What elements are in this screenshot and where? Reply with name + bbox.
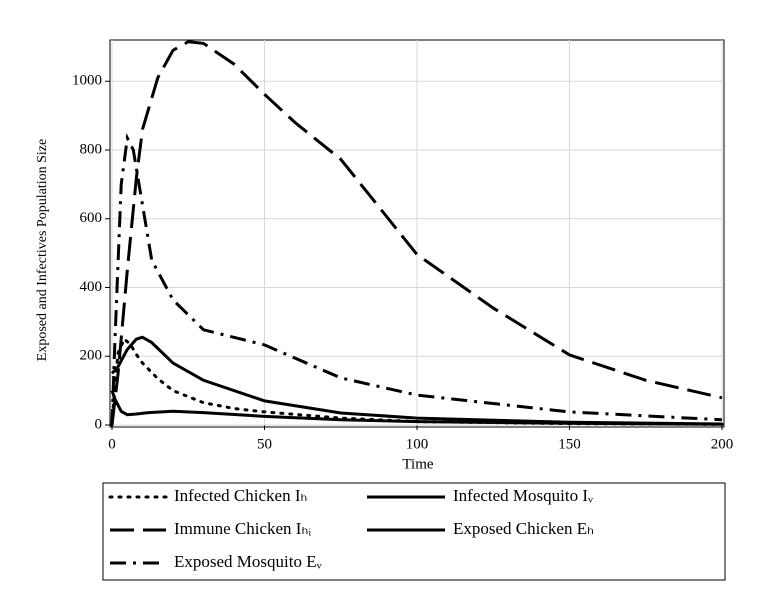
x-tick-label: 150 xyxy=(558,436,581,452)
line-series xyxy=(110,132,723,426)
x-tick-label: 50 xyxy=(257,436,272,452)
line-series xyxy=(110,40,723,426)
legend-label: Infected Chicken Iₕ xyxy=(174,486,307,505)
legend-label: Exposed Mosquito Eᵥ xyxy=(174,552,323,571)
legend-label: Infected Mosquito Iᵥ xyxy=(453,486,594,505)
y-tick-label: 400 xyxy=(80,279,103,295)
legend-box xyxy=(102,482,726,581)
y-tick-label: 0 xyxy=(95,416,103,432)
y-tick-label: 600 xyxy=(80,210,103,226)
y-tick-label: 800 xyxy=(80,141,103,157)
y-tick-label: 200 xyxy=(80,348,103,364)
x-axis-label: Time xyxy=(402,456,433,472)
line-series xyxy=(110,390,723,426)
line-series xyxy=(110,335,723,426)
legend-label: Immune Chicken Iₕᵢ xyxy=(174,519,311,538)
x-tick-label: 200 xyxy=(711,436,734,452)
x-tick-label: 0 xyxy=(108,436,116,452)
x-tick-label: 100 xyxy=(406,436,429,452)
legend-label: Exposed Chicken Eₕ xyxy=(453,519,594,538)
y-axis-label: Exposed and Infectives Population Size xyxy=(35,139,50,361)
y-tick-label: 1000 xyxy=(72,73,102,89)
